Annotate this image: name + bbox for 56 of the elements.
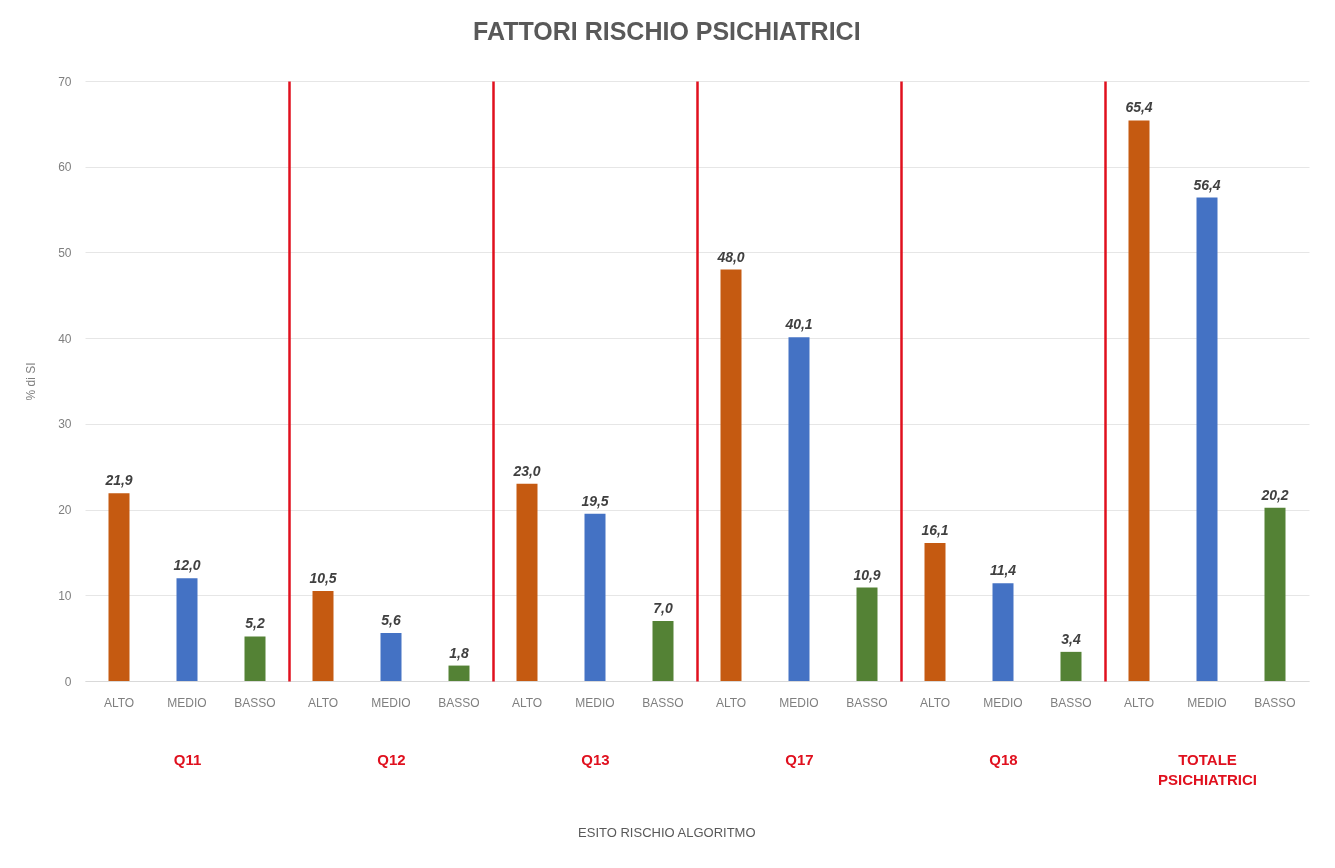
y-tick-label: 70 xyxy=(58,74,72,89)
x-tick-label: MEDIO xyxy=(371,695,411,710)
y-tick-label: 40 xyxy=(58,331,72,346)
y-tick-label: 60 xyxy=(58,160,72,175)
data-label: 23,0 xyxy=(512,462,541,479)
x-axis-title: Q12 xyxy=(377,750,406,768)
x-tick-label: ALTO xyxy=(919,695,951,710)
data-label: 12,0 xyxy=(173,557,201,574)
x-tick-label: ALTO xyxy=(307,695,339,710)
data-label: 48,0 xyxy=(716,248,745,265)
x-tick-label: BASSO xyxy=(234,695,276,710)
x-axis-title: Q13 xyxy=(581,750,610,768)
x-tick-label: ALTO xyxy=(511,695,543,710)
chart-title: FATTORI RISCHIO PSICHIATRICI xyxy=(473,17,861,45)
x-axis-title: Q18 xyxy=(989,750,1018,768)
data-label: 65,4 xyxy=(1125,99,1153,116)
data-label: 21,9 xyxy=(104,472,133,489)
x-tick-label: MEDIO xyxy=(1187,695,1227,710)
data-label: 56,4 xyxy=(1193,176,1221,193)
data-label: 5,2 xyxy=(245,615,265,632)
x-tick-label: ALTO xyxy=(103,695,135,710)
bar xyxy=(108,493,130,681)
x-tick-label: MEDIO xyxy=(575,695,615,710)
x-tick-label: ALTO xyxy=(1123,695,1155,710)
data-label: 7,0 xyxy=(653,600,673,616)
x-axis-title: TOTALE PSICHIATRICI xyxy=(1158,750,1257,788)
x-tick-label: BASSO xyxy=(438,695,480,710)
data-label: 16,1 xyxy=(921,522,949,538)
x-tick-label: MEDIO xyxy=(167,695,207,710)
x-tick-label: BASSO xyxy=(846,695,888,710)
text: ESITO RISCHIO ALGORITMO xyxy=(578,825,756,840)
x-tick-label: BASSO xyxy=(1254,695,1296,710)
y-tick-label: 0 xyxy=(64,674,72,689)
y-tick-label: 30 xyxy=(58,417,72,432)
x-tick-label: MEDIO xyxy=(983,695,1023,710)
data-label: 3,4 xyxy=(1061,630,1081,647)
bar xyxy=(176,578,198,681)
bar xyxy=(244,636,266,681)
x-tick-label: MEDIO xyxy=(779,695,819,710)
x-tick-label: BASSO xyxy=(642,695,684,710)
x-tick-label: ALTO xyxy=(715,695,747,710)
data-label: 10,9 xyxy=(853,566,881,583)
x-tick-label: BASSO xyxy=(1050,695,1092,710)
data-label: 1,8 xyxy=(449,644,469,661)
data-label: 11,4 xyxy=(989,562,1017,579)
y-tick-label: 50 xyxy=(58,245,72,260)
data-label: 19,5 xyxy=(581,492,609,509)
data-label: 20,2 xyxy=(1260,486,1289,503)
data-label: 40,1 xyxy=(784,316,813,333)
data-label: 10,5 xyxy=(309,570,337,586)
y-axis-title: % di SI xyxy=(24,362,39,401)
y-tick-label: 20 xyxy=(58,503,72,518)
data-label: 5,6 xyxy=(381,612,401,628)
y-tick-label: 10 xyxy=(58,588,72,603)
x-axis-title: Q17 xyxy=(785,750,814,768)
x-axis-title: Q11 xyxy=(173,750,202,768)
